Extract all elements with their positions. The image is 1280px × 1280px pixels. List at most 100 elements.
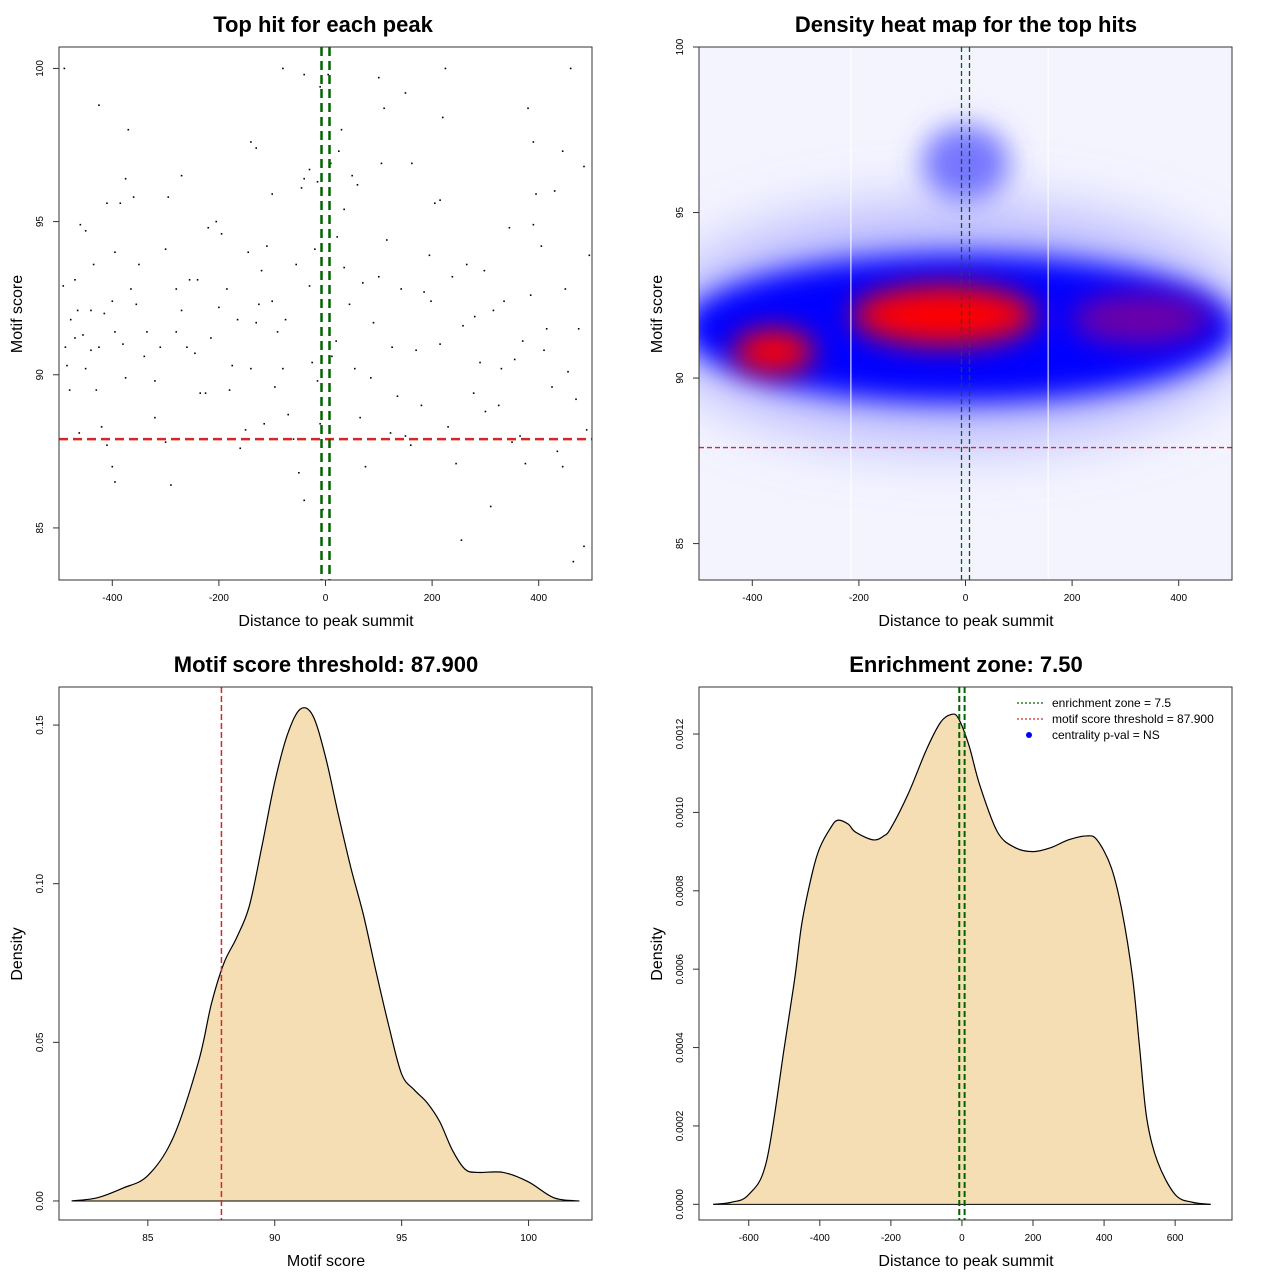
data-point [439,199,441,201]
data-point [215,220,218,223]
data-point [114,481,116,483]
data-point [74,337,76,339]
x-tick-label: -400 [810,1233,830,1244]
data-point [331,355,333,358]
heatmap-hotspots [733,285,1212,374]
plot-area [59,47,592,580]
y-tick-label: 85 [35,522,46,534]
data-point [362,282,364,284]
data-point [460,539,463,541]
data-point [95,389,98,391]
data-point [303,499,305,502]
data-point [106,202,108,205]
data-point [100,426,103,428]
x-tick-label: 200 [1064,593,1081,604]
data-point [282,367,284,370]
x-axis-label: Distance to peak summit [878,613,1054,630]
data-point [503,300,505,303]
data-point [420,404,423,407]
data-point [236,318,239,321]
data-point [428,254,431,257]
plot-frame [58,686,593,1221]
data-point [90,349,92,352]
data-point [551,386,553,388]
data-point [64,346,67,348]
data-point [391,346,393,348]
data-point [69,318,72,321]
data-point [404,435,407,437]
plot-area [699,47,1232,580]
heatmap-layer [699,47,1232,580]
x-tick-label: -200 [209,593,229,604]
data-point [282,67,284,70]
y-tick-label: 0.0010 [675,797,686,828]
data-point [250,367,252,370]
x-tick-label: -400 [742,593,762,604]
data-point [154,380,156,382]
y-axis-label: Motif score [649,275,666,353]
x-tick-label: -200 [881,1233,901,1244]
density-hotspot [1071,292,1212,345]
y-tick-label: 0.0008 [675,875,686,906]
data-point [98,104,100,107]
data-point [316,380,319,382]
legend-label-threshold: motif score threshold = 87.900 [1052,712,1214,726]
data-point [300,187,303,189]
data-point [540,245,543,247]
data-point [159,346,162,348]
data-point [180,174,183,177]
axis-ticks: -400 -200 0 200 400 85 90 95 100 [675,38,1187,604]
data-point [196,279,199,281]
data-point [292,438,295,440]
data-point [68,389,71,391]
y-tick-label: 0.0012 [675,718,686,749]
data-point [226,288,228,290]
panel-score-density: Motif score threshold: 87.900 85 90 95 100 0… [9,652,593,1270]
data-point [84,229,87,232]
data-point [343,266,345,269]
data-point [473,315,476,318]
data-point [340,128,343,131]
data-point [567,370,569,373]
data-point [284,318,287,321]
data-point [103,312,106,315]
x-tick-label: 400 [530,593,547,604]
data-point [271,193,273,195]
data-point [335,340,337,342]
data-point [529,294,532,296]
data-point [378,275,380,278]
data-point [319,422,321,425]
plot-area [71,687,580,1220]
density-core [921,124,1010,201]
data-point [314,248,316,250]
x-tick-label: 100 [520,1233,537,1244]
data-point [63,67,66,70]
data-point [276,331,279,333]
data-point [258,303,260,306]
x-axis-label: Distance to peak summit [238,613,414,630]
data-point [348,303,351,306]
data-point [79,223,82,226]
data-point [239,447,242,450]
x-axis-label: Distance to peak summit [878,1253,1054,1270]
data-point [378,76,380,79]
data-point [330,162,332,165]
data-point [556,450,559,453]
data-point [74,279,76,281]
y-tick-label: 100 [35,60,46,77]
chart-title: Top hit for each peak [213,12,433,37]
legend-label-centrality: centrality p-val = NS [1052,728,1160,742]
data-point [135,303,138,306]
data-point [400,288,402,290]
data-point [274,386,276,388]
data-point [266,245,268,247]
data-point [351,174,353,177]
data-point [154,416,156,419]
data-point [484,410,487,413]
data-point [287,413,289,416]
data-point [244,429,247,431]
data-point [409,444,412,447]
density-hotspot [733,329,814,374]
data-point [122,343,124,345]
data-point [553,190,556,192]
